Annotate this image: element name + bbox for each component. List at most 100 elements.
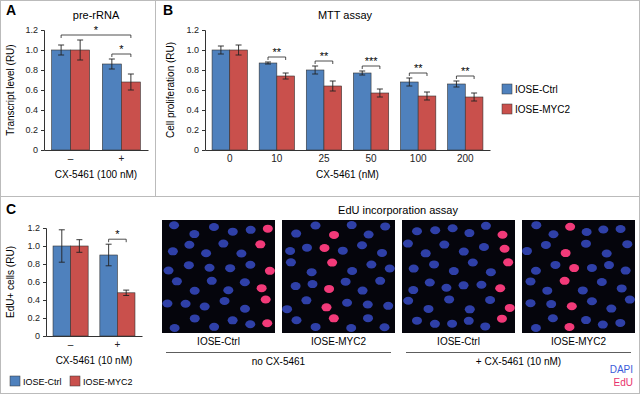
y-axis-line xyxy=(41,31,45,151)
nucleus xyxy=(262,319,272,327)
nucleus xyxy=(498,231,508,239)
nucleus xyxy=(240,278,250,286)
y-tick-label: 0.8 xyxy=(186,65,199,75)
nucleus xyxy=(220,297,230,305)
y-tick: 0.4 xyxy=(27,295,46,305)
x-tick: 50 xyxy=(365,150,377,164)
nucleus xyxy=(578,286,588,294)
image-panel: EdU incorporation assayIOSE-CtrlIOSE-MYC… xyxy=(162,204,635,388)
nucleus xyxy=(531,267,541,275)
nucleus xyxy=(377,249,387,257)
y-tick: 1.2 xyxy=(25,25,44,35)
micrograph-label: IOSE-Ctrl xyxy=(197,336,240,347)
bar xyxy=(418,96,436,150)
nucleus xyxy=(441,284,451,292)
micrograph xyxy=(522,220,635,333)
y-axis-title: EdU+ cells (RU) xyxy=(5,246,16,318)
nucleus xyxy=(292,316,302,324)
nucleus xyxy=(341,278,351,286)
nucleus xyxy=(622,240,632,248)
plot-area xyxy=(52,40,141,150)
nucleus xyxy=(245,261,255,269)
nucleus xyxy=(587,264,597,272)
nucleus xyxy=(476,281,486,289)
nucleus xyxy=(616,225,626,233)
legend: IOSE-CtrlIOSE-MYC2 xyxy=(502,84,570,115)
x-tick: 25 xyxy=(318,150,330,164)
nucleus xyxy=(561,249,571,257)
nucleus xyxy=(541,241,551,249)
nucleus xyxy=(522,247,532,255)
nucleus xyxy=(357,241,367,249)
panel-label: B xyxy=(163,2,173,18)
chart-title: pre-rRNA xyxy=(73,9,120,21)
micrograph-background xyxy=(522,220,635,333)
condition-bracket xyxy=(166,352,391,353)
nucleus xyxy=(485,296,495,304)
condition-label: + CX-5461 (10 nM) xyxy=(476,356,561,367)
nucleus xyxy=(497,315,507,323)
y-tick: 1.2 xyxy=(186,25,205,35)
error-bar xyxy=(424,92,430,100)
chart-panel: BMTT assay00.20.40.60.81.01.201025501002… xyxy=(163,2,570,180)
series xyxy=(52,45,122,150)
y-axis: 00.20.40.60.81.01.2 xyxy=(186,25,205,155)
nucleus xyxy=(468,259,478,267)
nucleus xyxy=(408,286,418,294)
nucleus xyxy=(503,258,513,266)
error-bar xyxy=(283,73,289,79)
bar xyxy=(353,73,371,150)
channel-label: EdU xyxy=(614,377,633,388)
nucleus xyxy=(439,241,449,249)
y-tick-mark xyxy=(41,90,44,91)
x-tick: – xyxy=(68,150,74,164)
y-tick-mark xyxy=(202,150,205,151)
nucleus xyxy=(385,264,395,272)
nucleus xyxy=(207,277,217,285)
y-tick-label: 0.4 xyxy=(25,105,38,115)
series xyxy=(71,40,141,150)
y-tick-mark xyxy=(41,50,44,51)
y-tick-label: 1.0 xyxy=(186,45,199,55)
y-tick-label: 0 xyxy=(33,145,38,155)
bar xyxy=(52,50,71,150)
series xyxy=(212,46,465,150)
y-axis-line xyxy=(202,31,206,151)
nucleus xyxy=(604,261,614,269)
nucleus xyxy=(597,278,607,286)
y-tick-mark xyxy=(202,130,205,131)
nucleus xyxy=(321,303,331,311)
image-panel-title: EdU incorporation assay xyxy=(338,204,458,216)
y-tick-label: 1.2 xyxy=(27,223,40,233)
x-tick-label: + xyxy=(114,339,120,350)
error-bar xyxy=(76,240,82,253)
nucleus xyxy=(209,223,219,231)
x-tick: 10 xyxy=(271,150,283,164)
bar xyxy=(400,82,418,150)
nucleus xyxy=(531,324,541,332)
error-bar xyxy=(236,45,242,55)
x-tick-label: – xyxy=(68,339,74,350)
y-tick: 0.4 xyxy=(186,105,205,115)
y-tick: 1.0 xyxy=(186,45,205,55)
nucleus xyxy=(621,267,631,275)
nucleus xyxy=(209,323,219,331)
bar xyxy=(117,293,135,336)
error-bar xyxy=(406,78,412,86)
nucleus xyxy=(625,296,635,304)
nucleus xyxy=(255,240,265,248)
nucleus xyxy=(190,287,200,295)
legend-label: IOSE-Ctrl xyxy=(23,377,62,387)
nucleus xyxy=(505,304,515,312)
micrograph-background xyxy=(402,220,515,333)
x-axis: –+ xyxy=(47,336,143,350)
y-tick-label: 0.2 xyxy=(25,125,38,135)
x-axis-line xyxy=(45,150,149,151)
nucleus xyxy=(291,230,301,238)
significance-label: * xyxy=(115,228,120,240)
y-tick: 0 xyxy=(33,145,44,155)
micrograph-background xyxy=(282,220,395,333)
y-tick-mark xyxy=(202,110,205,111)
y-tick: 0.4 xyxy=(25,105,44,115)
y-tick-label: 1.0 xyxy=(25,45,38,55)
